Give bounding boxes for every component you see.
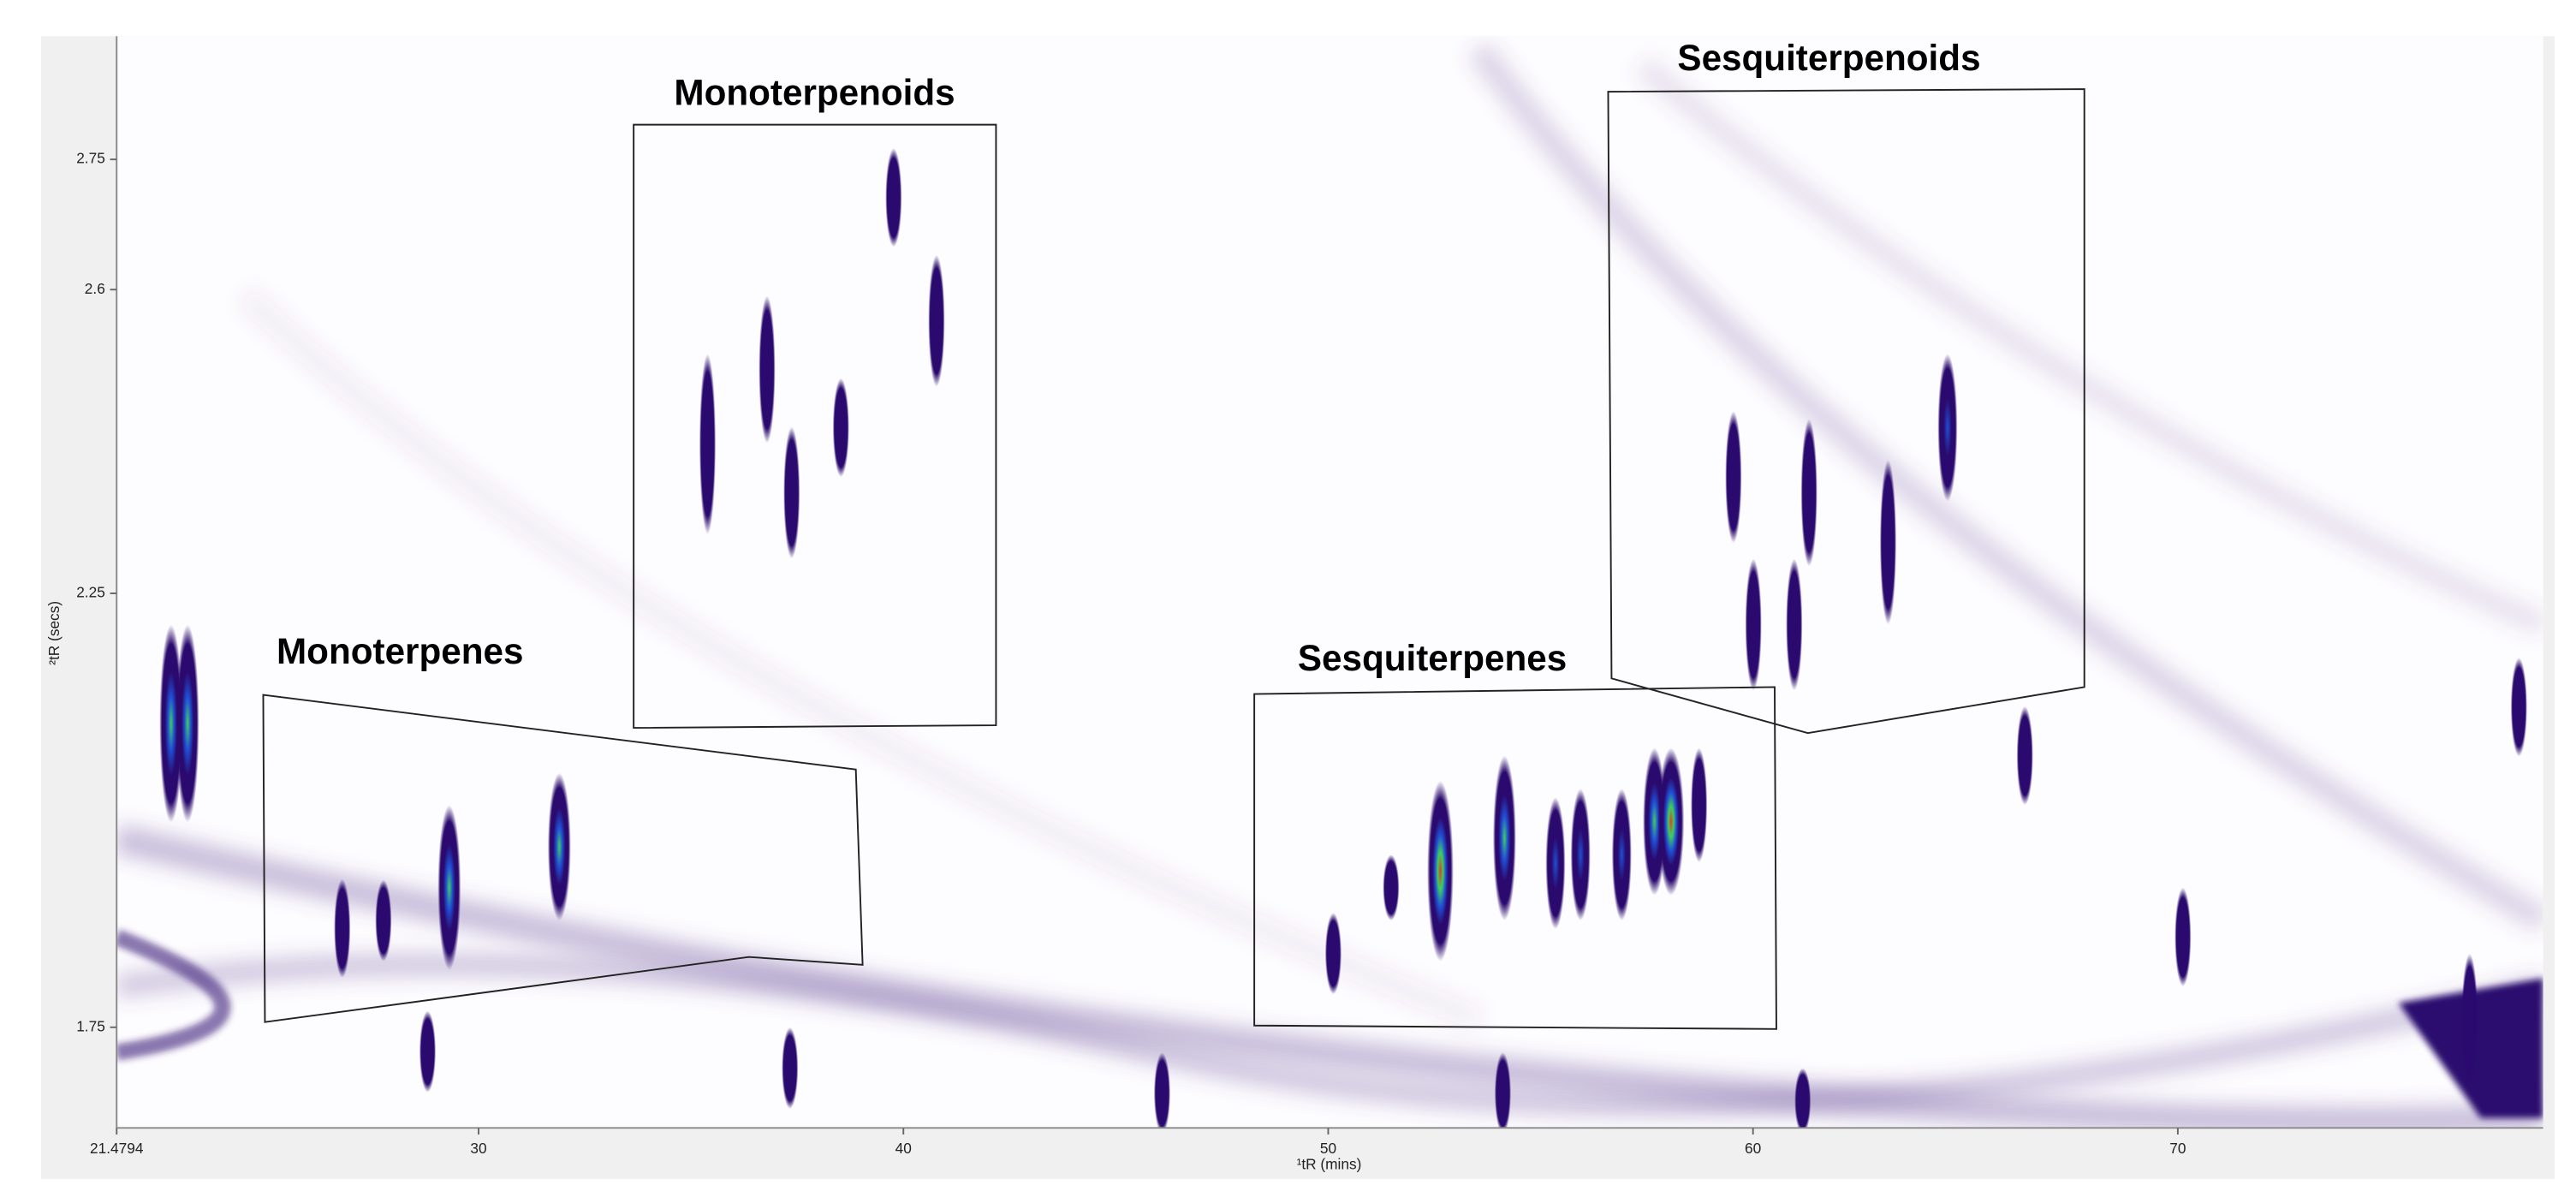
x-tick-label: 30 [470,1140,486,1157]
peak [159,624,183,823]
background-bands [116,41,2543,1129]
peak [1153,1052,1171,1129]
band [116,929,231,1061]
peak [1611,789,1632,921]
peak [1691,747,1708,863]
peak [2510,657,2527,757]
peaks [159,148,2527,1129]
y-tick-label: 2.25 [76,584,105,601]
region-label: Monoterpenes [277,631,523,671]
region-outline [1607,88,2085,735]
y-tick-label: 1.75 [76,1017,105,1034]
band [116,824,2543,1129]
peak [759,295,776,444]
x-tick-label: 60 [1745,1140,1761,1157]
peak [2016,706,2033,806]
peak [1725,411,1742,544]
peak [1383,855,1400,921]
region-label: Sesquiterpenoids [1677,38,1980,78]
peak [782,1027,799,1110]
peak [699,354,717,535]
band [116,953,2543,1117]
x-tick-label: 21.4794 [90,1140,144,1157]
peak [437,805,461,970]
peak [2461,953,2478,1086]
peak [2174,887,2192,987]
y-axis-label: ²tR (secs) [45,601,62,665]
peak [1745,558,1762,691]
peak [1492,755,1516,921]
peak [832,378,849,478]
band [1635,57,2543,636]
peak [885,148,902,247]
peak [783,426,800,559]
region-outline [1253,686,1777,1030]
band [238,287,1484,1031]
peak [928,254,945,387]
band [1467,41,2543,932]
y-tick-label: 2.75 [76,150,105,167]
x-tick-label: 70 [2169,1140,2186,1157]
peak [1794,1068,1812,1129]
region-outline [633,123,997,730]
region-outline [262,694,864,1023]
peak [1937,354,1958,502]
x-tick-label: 40 [895,1140,912,1157]
peak [419,1010,437,1093]
peak [1324,912,1342,995]
region-label: Sesquiterpenes [1298,638,1567,678]
peak [1494,1052,1511,1129]
peak [334,878,351,978]
peak [1786,558,1803,691]
peak [176,624,199,823]
y-tick-label: 2.6 [85,280,105,297]
x-axis-label: ¹tR (mins) [1297,1155,1362,1172]
peak [1800,419,1817,567]
peak [1570,789,1591,921]
regions: Monoterpenes Monoterpenoids Sesquiterpenes… [262,38,2085,1030]
peak [1657,747,1685,896]
region-label: Monoterpenoids [674,72,955,112]
peak [1427,780,1454,962]
peak [375,879,392,962]
peak [1879,459,1897,625]
peak [547,772,571,921]
peak [1545,797,1566,930]
x-tick-label: 50 [1320,1140,1336,1157]
